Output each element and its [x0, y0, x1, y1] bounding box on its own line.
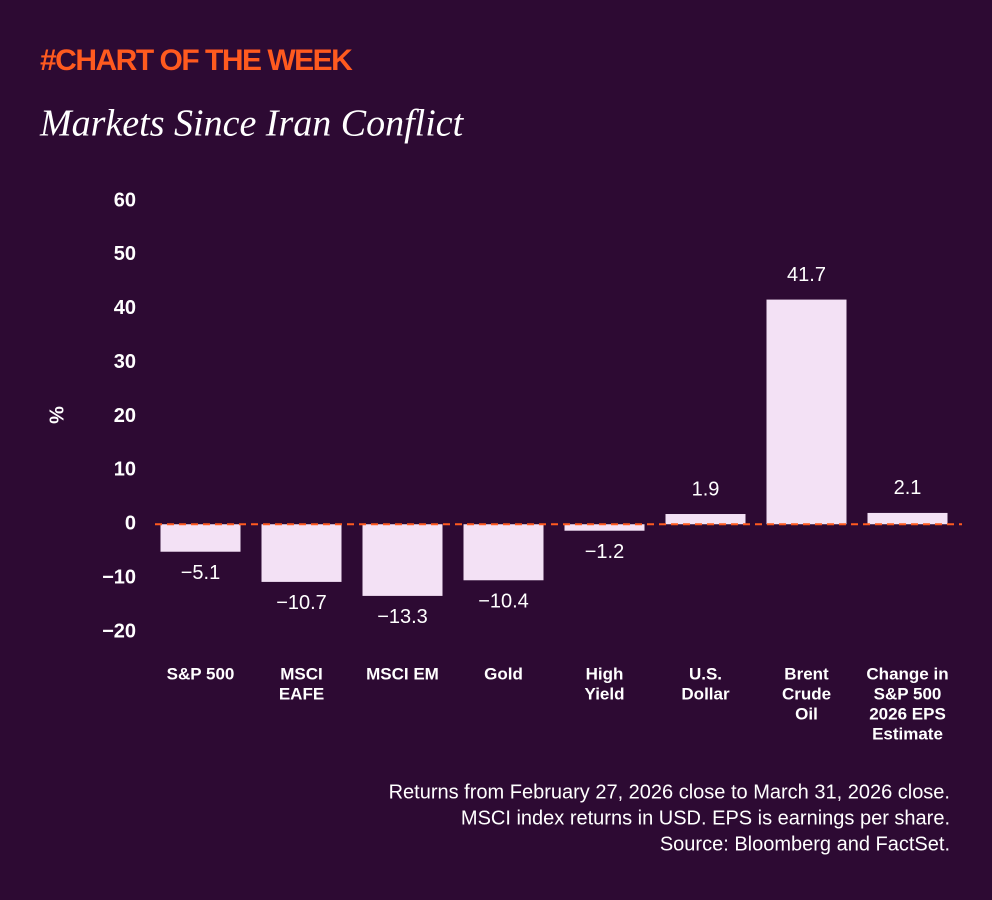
- bar: [362, 524, 443, 596]
- y-axis-label: %: [45, 406, 67, 424]
- x-tick-label: High: [586, 664, 624, 683]
- x-tick-label: U.S.: [689, 664, 722, 683]
- value-label: 2.1: [894, 477, 922, 499]
- bar: [766, 299, 847, 525]
- bar: [160, 524, 241, 552]
- value-label: 41.7: [787, 264, 826, 286]
- x-tick-label: Crude: [782, 684, 831, 703]
- value-label: −13.3: [377, 606, 428, 628]
- y-tick-label: 10: [114, 459, 136, 481]
- x-tick-label: Gold: [484, 664, 523, 683]
- value-label: −5.1: [181, 562, 220, 584]
- x-tick-label: MSCI: [280, 664, 323, 683]
- y-tick-label: −20: [102, 620, 136, 642]
- x-tick-label: S&P 500: [874, 684, 942, 703]
- x-tick-label: Dollar: [681, 684, 730, 703]
- x-tick-label: Change in: [866, 664, 948, 683]
- x-tick-label: Oil: [795, 704, 818, 723]
- y-tick-label: 30: [114, 351, 136, 373]
- bar: [564, 524, 645, 531]
- bar: [665, 514, 746, 525]
- footnote: Returns from February 27, 2026 close to …: [389, 781, 950, 803]
- value-label: −1.2: [585, 541, 624, 563]
- y-tick-label: −10: [102, 566, 136, 588]
- x-tick-label: EAFE: [279, 684, 324, 703]
- x-tick-label: Yield: [585, 684, 625, 703]
- y-tick-label: 40: [114, 297, 136, 319]
- value-label: −10.4: [478, 591, 529, 613]
- y-tick-label: 50: [114, 243, 136, 265]
- footnote: MSCI index returns in USD. EPS is earnin…: [461, 807, 950, 829]
- value-label: 1.9: [692, 478, 720, 500]
- y-tick-label: 60: [114, 189, 136, 211]
- x-tick-label: Estimate: [872, 724, 943, 743]
- x-tick-label: MSCI EM: [366, 664, 439, 683]
- y-tick-label: 0: [125, 513, 136, 535]
- bar: [261, 524, 342, 582]
- x-tick-label: 2026 EPS: [869, 704, 946, 723]
- y-tick-label: 20: [114, 405, 136, 427]
- x-tick-label: Brent: [784, 664, 829, 683]
- footnote: Source: Bloomberg and FactSet.: [660, 833, 950, 855]
- chart-title: Markets Since Iran Conflict: [39, 103, 465, 145]
- x-tick-label: S&P 500: [167, 664, 235, 683]
- kicker: #CHART OF THE WEEK: [40, 44, 353, 77]
- bar: [867, 512, 948, 525]
- bar: [463, 524, 544, 581]
- value-label: −10.7: [276, 592, 327, 614]
